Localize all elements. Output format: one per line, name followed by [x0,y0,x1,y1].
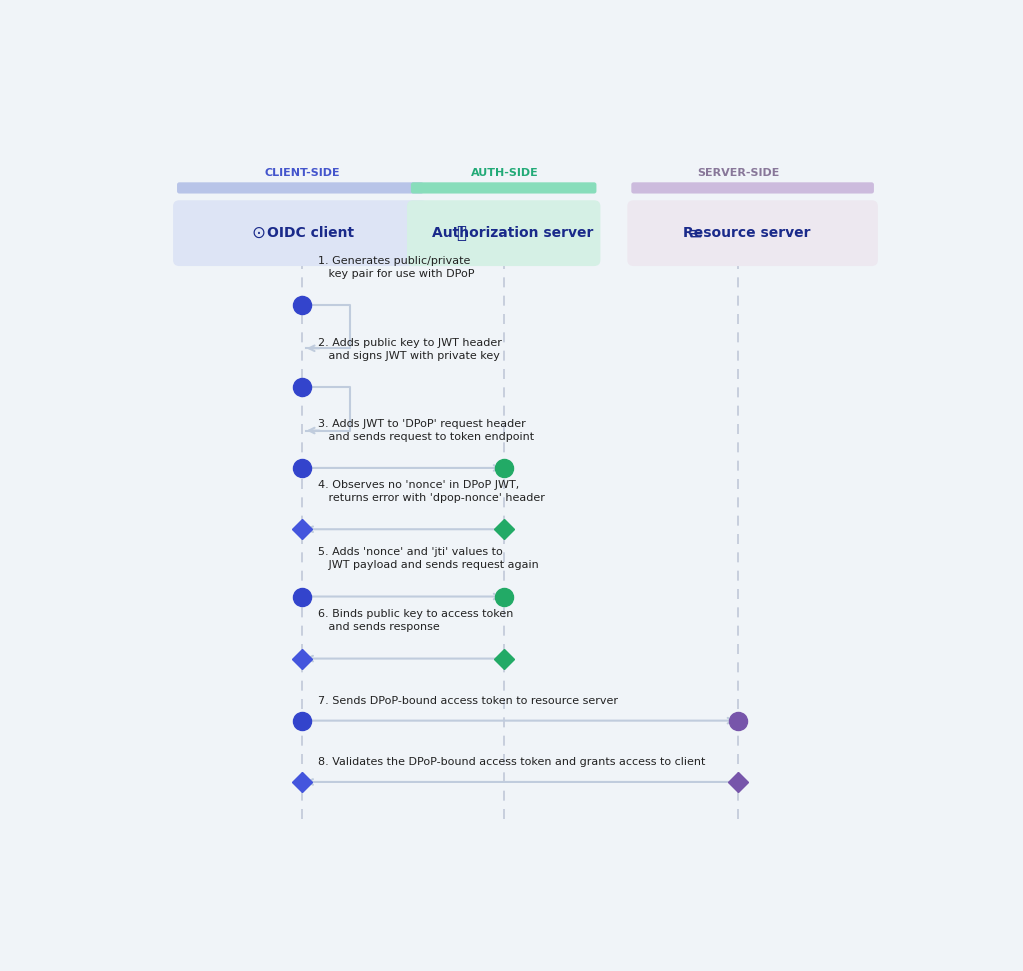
Text: 7. Sends DPoP-bound access token to resource server: 7. Sends DPoP-bound access token to reso… [318,695,618,706]
Text: ≡: ≡ [687,224,702,242]
FancyBboxPatch shape [173,200,428,266]
Text: 5. Adds 'nonce' and 'jti' values to
   JWT payload and sends request again: 5. Adds 'nonce' and 'jti' values to JWT … [318,547,539,570]
Text: ⊙: ⊙ [252,224,266,242]
Text: OIDC client: OIDC client [267,226,354,240]
Text: 3. Adds JWT to 'DPoP' request header
   and sends request to token endpoint: 3. Adds JWT to 'DPoP' request header and… [318,419,534,442]
Text: CLIENT-SIDE: CLIENT-SIDE [265,168,340,178]
Text: 6. Binds public key to access token
   and sends response: 6. Binds public key to access token and … [318,609,514,632]
Text: SERVER-SIDE: SERVER-SIDE [697,168,780,178]
FancyBboxPatch shape [177,183,424,193]
Text: Resource server: Resource server [682,226,810,240]
Text: 4. Observes no 'nonce' in DPoP JWT,
   returns error with 'dpop-nonce' header: 4. Observes no 'nonce' in DPoP JWT, retu… [318,480,545,503]
Text: 8. Validates the DPoP-bound access token and grants access to client: 8. Validates the DPoP-bound access token… [318,757,706,767]
Text: Authorization server: Authorization server [432,226,593,240]
FancyBboxPatch shape [631,183,874,193]
FancyBboxPatch shape [627,200,878,266]
Text: 1. Generates public/private
   key pair for use with DPoP: 1. Generates public/private key pair for… [318,255,475,279]
Text: ⛨: ⛨ [456,224,465,242]
FancyBboxPatch shape [407,200,601,266]
FancyBboxPatch shape [411,183,596,193]
Text: AUTH-SIDE: AUTH-SIDE [471,168,538,178]
Text: 2. Adds public key to JWT header
   and signs JWT with private key: 2. Adds public key to JWT header and sig… [318,338,502,361]
